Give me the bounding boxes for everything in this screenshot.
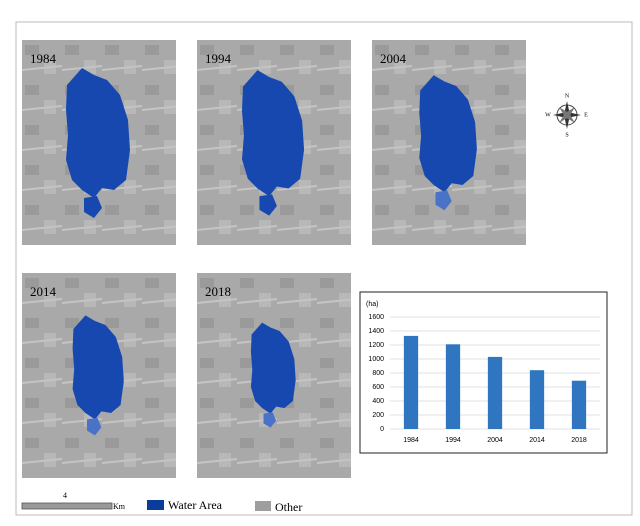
compass-w: W [545,112,551,118]
compass-e: E [584,112,588,118]
map-year: 2004 [380,51,407,66]
bar [530,370,544,429]
x-tick-label: 2018 [571,437,587,444]
y-axis-label: (ha) [366,301,378,308]
map-panel: 2014 [22,273,176,478]
map-panel: 1994 [197,40,351,245]
y-tick-label: 1600 [368,314,384,321]
bar [446,344,460,429]
scale-value: 4 [63,491,67,500]
figure: 1984 1994 2004 2014 2018 N S E W (ha) 0 200 40… [0,0,640,521]
map-panel: 2004 [372,40,526,245]
map-year: 1994 [205,51,232,66]
x-tick-label: 1984 [403,437,419,444]
legend: 4 Km Water Area Other [22,491,302,514]
water-swatch [147,500,164,510]
y-tick-label: 600 [372,384,384,391]
scale-unit: Km [113,502,126,511]
bar [488,357,502,429]
y-tick-label: 200 [372,412,384,419]
map-year: 2014 [30,284,57,299]
y-tick-label: 1400 [368,328,384,335]
other-swatch [255,501,271,511]
scale-bar [22,503,112,509]
map-year: 1984 [30,51,57,66]
y-tick-label: 400 [372,398,384,405]
x-tick-label: 2014 [529,437,545,444]
y-tick-label: 800 [372,370,384,377]
other-label: Other [275,500,302,514]
y-tick-label: 0 [380,426,384,433]
map-panel: 1984 [22,40,176,245]
water-label: Water Area [168,498,223,512]
map-year: 2018 [205,284,231,299]
compass-s: S [565,132,568,138]
map-panel: 2018 [197,273,351,478]
bar [572,381,586,429]
y-tick-label: 1000 [368,356,384,363]
compass-n: N [565,93,570,99]
y-tick-label: 1200 [368,342,384,349]
bar [404,336,418,429]
compass: N S E W [545,93,588,138]
x-tick-label: 2004 [487,437,503,444]
x-tick-label: 1994 [445,437,461,444]
